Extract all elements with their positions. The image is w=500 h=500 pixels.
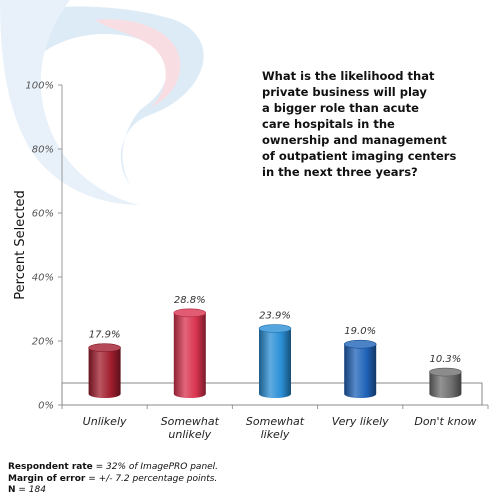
bar-top	[258, 324, 292, 333]
bar	[173, 308, 207, 398]
footnote-margin-of-error: Margin of error = +/- 7.2 percentage poi…	[8, 473, 218, 484]
category-label: Somewhat likely	[246, 415, 305, 441]
footnote-respondent-rate: Respondent rate = 32% of ImagePRO panel.	[8, 462, 219, 472]
bar-top	[173, 308, 207, 318]
category-label: Somewhat unlikely	[161, 415, 220, 441]
y-tick-label: 80%	[32, 145, 54, 156]
bar	[343, 339, 377, 398]
bar	[258, 324, 292, 398]
value-label: 10.3%	[430, 354, 462, 365]
axes: 0% 20% 40% 60% 80% 100% Percent Selected	[13, 81, 489, 412]
bar-top	[88, 343, 121, 353]
bars	[88, 308, 462, 398]
value-label: 19.0%	[344, 326, 376, 337]
labels: 17.9% Unlikely 28.8% Somewhat unlikely 23.9% S…	[83, 295, 477, 441]
category-label: Unlikely	[83, 415, 127, 428]
category-label: Don't know	[414, 415, 476, 428]
bar-top	[429, 367, 462, 377]
y-tick-label: 20%	[32, 337, 54, 348]
category-label: Very likely	[332, 415, 389, 428]
bar-body	[344, 344, 377, 398]
y-tick-label: 40%	[32, 273, 54, 284]
footnote-sample-size: N = 184	[8, 485, 46, 495]
bar	[88, 343, 121, 398]
bar-body	[88, 347, 121, 398]
value-label: 28.8%	[174, 295, 206, 306]
chart-title: What is the likelihood that private busi…	[262, 69, 457, 179]
bar-body	[429, 372, 462, 398]
bar-top	[343, 339, 377, 349]
value-label: 23.9%	[259, 311, 291, 322]
value-label: 17.9%	[89, 330, 121, 341]
y-axis-label: Percent Selected	[13, 190, 28, 299]
background-swirl-decoration	[0, 0, 204, 205]
y-tick-label: 60%	[32, 209, 54, 220]
bar-body	[173, 312, 206, 398]
bar	[429, 367, 462, 398]
footnotes: Respondent rate = 32% of ImagePRO panel.…	[8, 462, 488, 497]
y-tick-label: 0%	[38, 401, 54, 412]
bar-body	[259, 328, 291, 398]
y-tick-label: 100%	[25, 81, 54, 92]
